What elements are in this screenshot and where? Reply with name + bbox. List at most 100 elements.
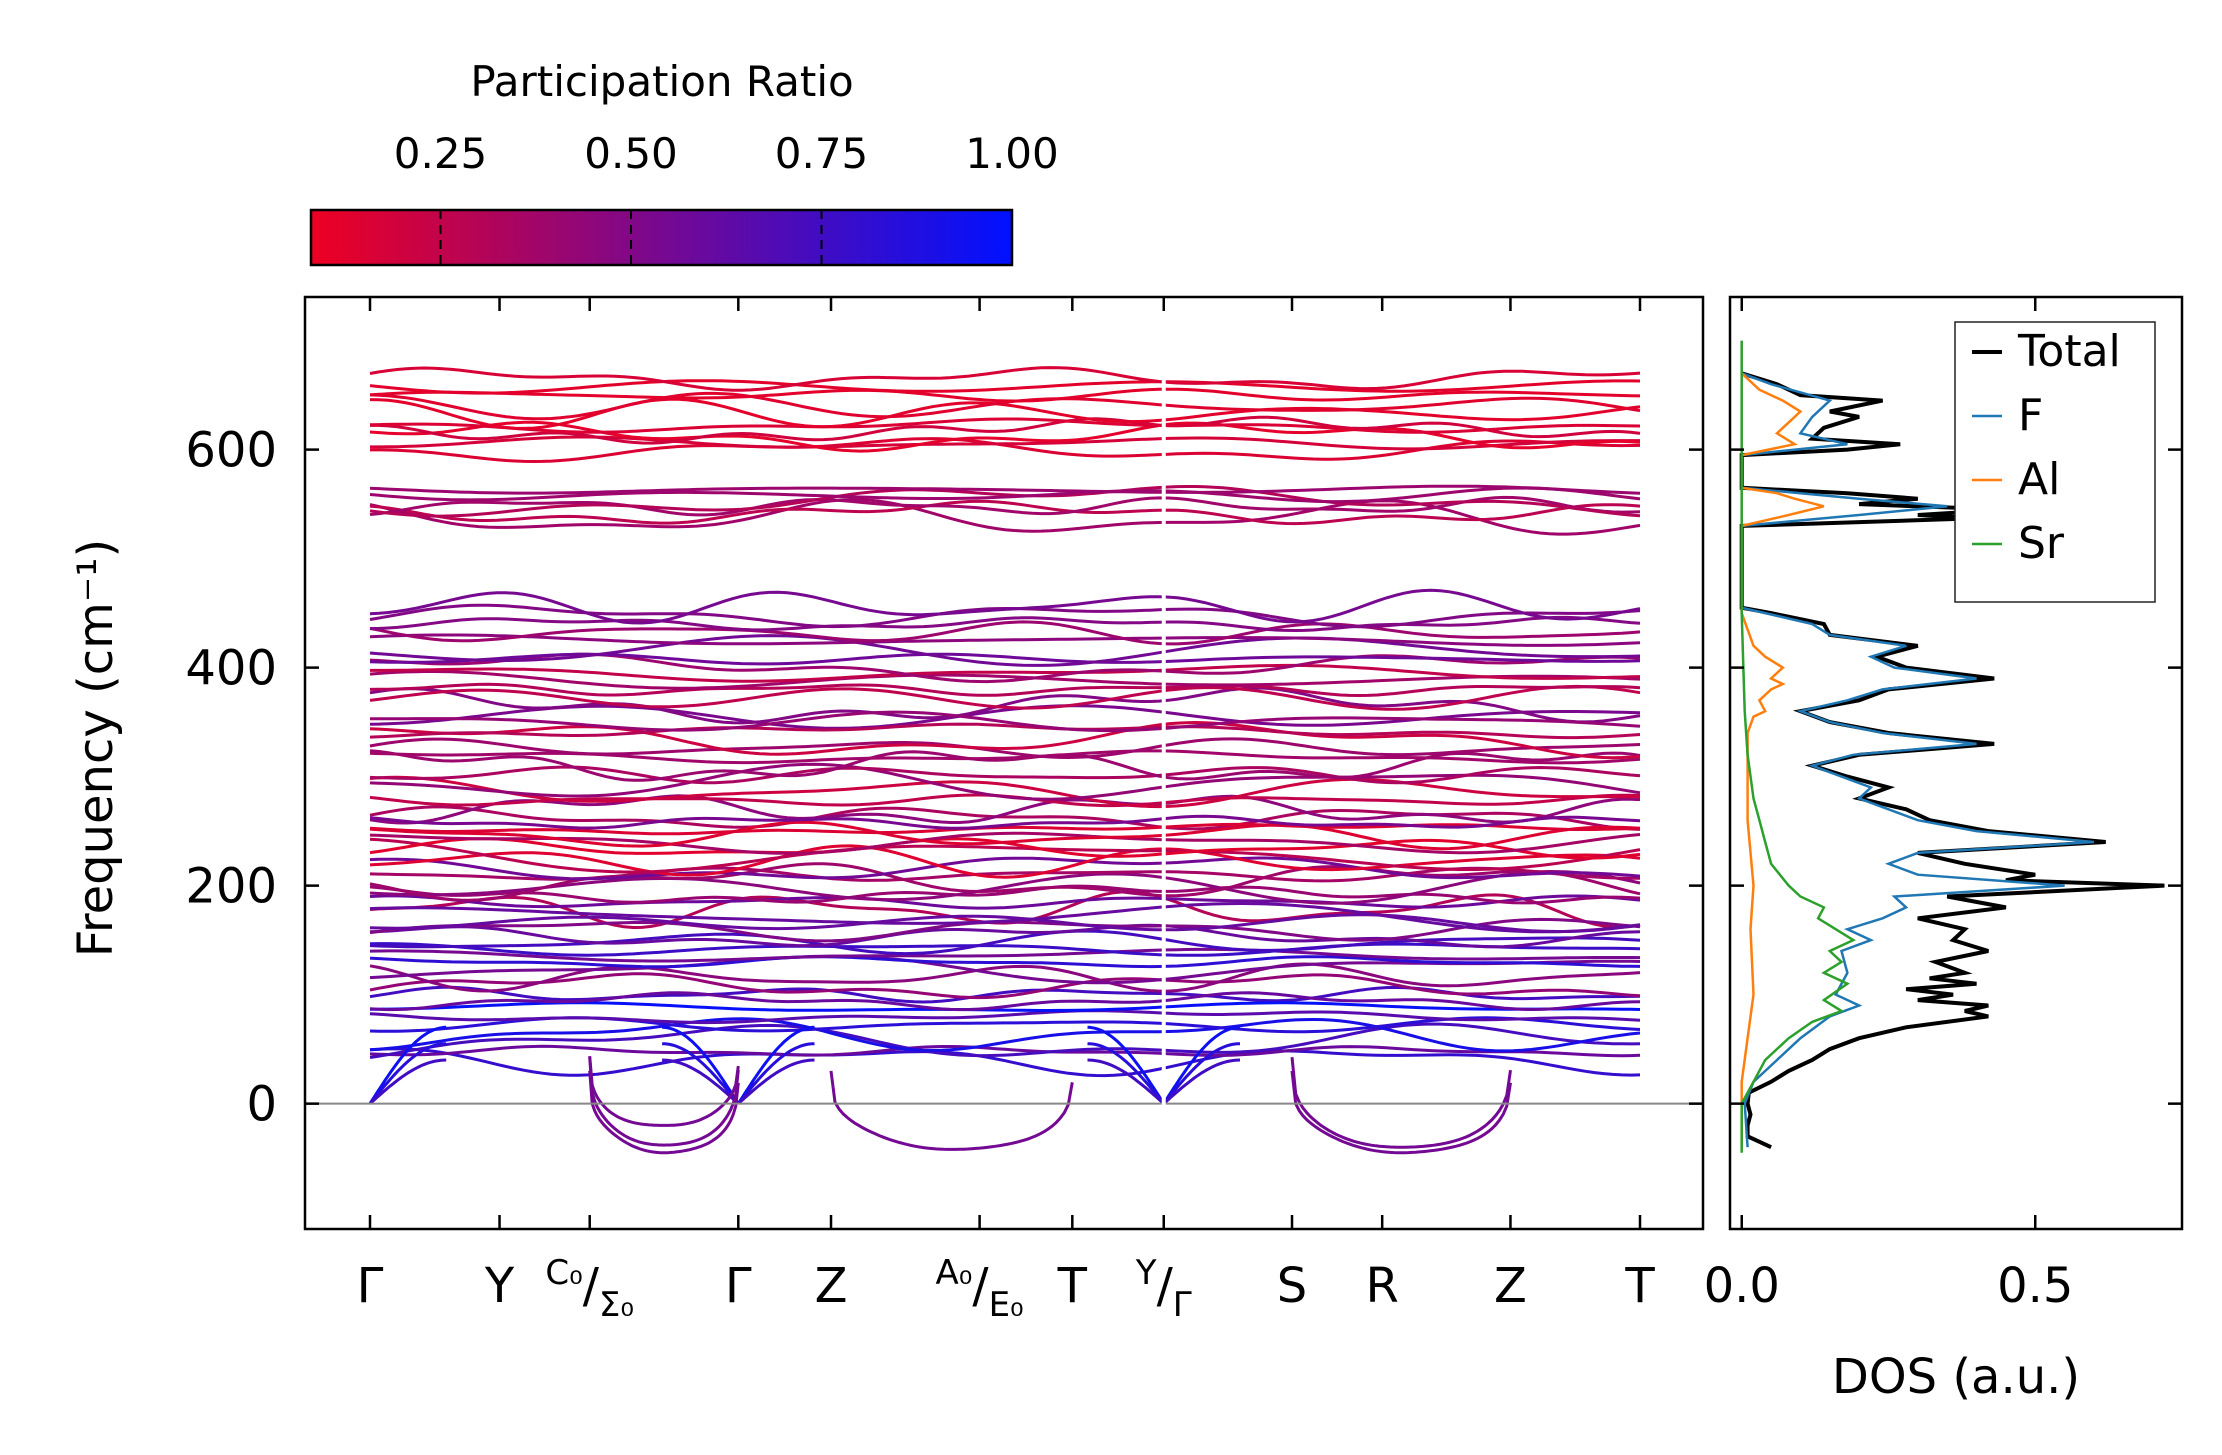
k-point-label: Y xyxy=(484,1258,515,1314)
acoustic-branch xyxy=(369,1058,447,1105)
acoustic-branch xyxy=(368,1025,447,1105)
band-line xyxy=(369,923,1641,949)
band-line xyxy=(369,869,1641,905)
colorbar-tick-label: 0.25 xyxy=(394,129,488,178)
k-point-label: Γ xyxy=(725,1258,752,1314)
band-line xyxy=(369,417,1641,434)
k-point-label: Z xyxy=(815,1258,848,1314)
band-line xyxy=(370,435,1640,451)
band-line xyxy=(369,486,1641,504)
band-line xyxy=(369,1017,1641,1053)
band-line xyxy=(369,844,1641,879)
band-line xyxy=(369,942,1641,957)
band-line xyxy=(369,814,1641,830)
dos-y-ticks xyxy=(1730,448,2182,1105)
band-line xyxy=(369,837,1641,874)
band-line xyxy=(369,387,1641,403)
band-line xyxy=(370,710,1641,733)
band-line xyxy=(369,737,1641,760)
band-line xyxy=(369,1022,1641,1059)
band-structure-panel: 0 200 400 600 Γ Y C₀/Σ₀ Γ Z A₀/E₀ T Y/Γ S R Z T Freque… xyxy=(68,295,1705,1325)
band-line xyxy=(369,485,1641,518)
band-line xyxy=(369,856,1641,881)
dos-series-sr xyxy=(1740,340,1856,1153)
k-point-label: T xyxy=(1057,1258,1088,1314)
dos-lines xyxy=(1739,340,2165,1153)
dos-panel: 0.0 0.5 DOS (a.u.) Total F Al Sr xyxy=(1704,295,2184,1405)
k-point-label: R xyxy=(1366,1258,1399,1314)
acoustic-branch xyxy=(737,1058,815,1105)
dos-x-axis: 0.0 0.5 xyxy=(1704,297,2073,1314)
acoustic-branch xyxy=(1087,1042,1165,1105)
k-point-label: Γ xyxy=(357,1258,384,1314)
legend-label: Total xyxy=(2017,326,2121,377)
dos-x-tick-label: 0.5 xyxy=(1997,1258,2073,1314)
band-line xyxy=(369,615,1641,633)
legend-entries: Total F Al Sr xyxy=(1972,326,2121,569)
k-point-label: T xyxy=(1624,1258,1655,1314)
band-line xyxy=(369,972,1641,1000)
acoustic-branch xyxy=(1162,1025,1241,1105)
acoustic-branch xyxy=(1162,1058,1241,1105)
soft-mode-branch xyxy=(588,1070,740,1155)
soft-mode-branch xyxy=(829,1070,1074,1151)
k-point-label: Z xyxy=(1494,1258,1527,1314)
band-line xyxy=(369,495,1641,517)
band-line xyxy=(369,391,1641,421)
colorbar-tick-label: 0.75 xyxy=(775,129,869,178)
colorbar: Participation Ratio 0.25 0.50 0.75 1.00 xyxy=(309,57,1059,267)
band-line xyxy=(369,775,1641,809)
band-line xyxy=(369,820,1641,851)
soft-mode-branch xyxy=(588,1055,740,1127)
band-line xyxy=(369,929,1641,956)
acoustic-branch xyxy=(662,1042,740,1105)
band-line xyxy=(369,955,1641,969)
band-line xyxy=(369,794,1641,825)
acoustic-branch xyxy=(662,1025,740,1105)
band-line xyxy=(369,682,1641,698)
dos-x-tick-label: 0.0 xyxy=(1704,1258,1780,1314)
band-lines xyxy=(368,366,1641,1155)
k-point-label: A₀/E₀ xyxy=(936,1253,1024,1325)
soft-mode-branch xyxy=(1290,1057,1512,1149)
legend-label: Al xyxy=(2018,454,2060,505)
band-y-axis: 0 200 400 600 xyxy=(185,423,1703,1133)
band-line xyxy=(369,831,1641,855)
band-line xyxy=(369,588,1641,625)
band-line xyxy=(369,366,1641,392)
band-line xyxy=(369,620,1641,646)
acoustic-branch xyxy=(1162,1042,1241,1105)
band-y-axis-label: Frequency (cm⁻¹) xyxy=(68,539,124,957)
colorbar-ticks: 0.25 0.50 0.75 1.00 xyxy=(394,129,1059,265)
band-line xyxy=(370,437,1641,464)
legend-label: F xyxy=(2018,390,2043,441)
k-point-label: C₀/Σ₀ xyxy=(545,1253,634,1325)
colorbar-gradient xyxy=(309,208,1014,267)
band-line xyxy=(369,991,1641,1012)
band-line xyxy=(369,1001,1641,1012)
dos-series-f xyxy=(1740,372,2095,1148)
colorbar-tick-label: 1.00 xyxy=(965,129,1059,178)
dos-series-al xyxy=(1740,372,1825,1148)
band-line xyxy=(369,947,1641,963)
band-line xyxy=(369,962,1641,993)
band-line xyxy=(369,722,1641,740)
band-line xyxy=(369,765,1641,785)
legend-frame xyxy=(1954,321,2156,603)
acoustic-branch xyxy=(1087,1058,1165,1105)
band-axes-frame xyxy=(303,295,1705,1231)
band-line xyxy=(369,913,1641,933)
band-line xyxy=(369,484,1641,495)
band-line xyxy=(369,379,1641,395)
soft-mode-branch xyxy=(588,1057,740,1147)
band-line xyxy=(369,670,1641,690)
band-line xyxy=(369,894,1641,910)
dos-x-axis-label: DOS (a.u.) xyxy=(1832,1349,2080,1405)
band-line xyxy=(369,762,1641,801)
k-point-label: S xyxy=(1277,1258,1307,1314)
band-line xyxy=(369,397,1641,430)
colorbar-title: Participation Ratio xyxy=(470,57,853,106)
acoustic-branch xyxy=(1087,1025,1166,1105)
y-tick-label: 0 xyxy=(246,1077,277,1133)
dos-axes-frame xyxy=(1728,295,2184,1231)
